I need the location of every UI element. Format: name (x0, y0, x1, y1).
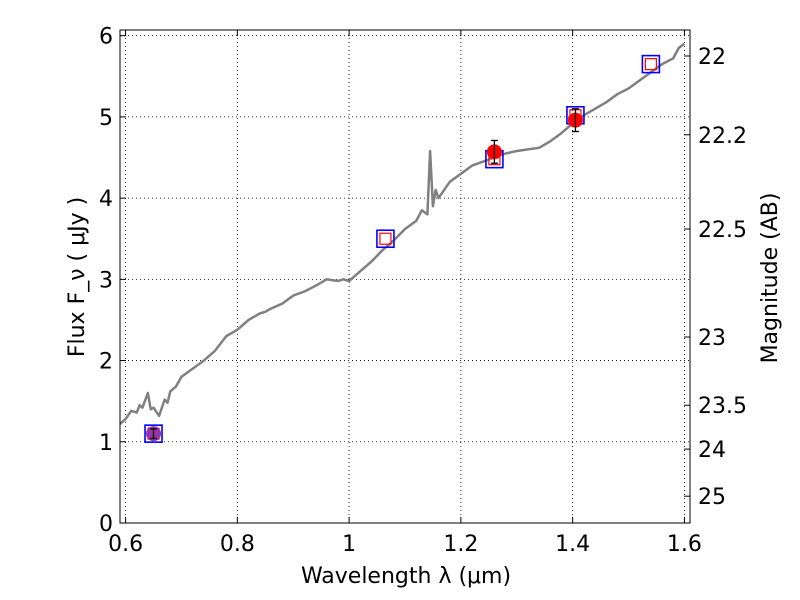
right-tick-label: 25 (698, 485, 726, 510)
right-tick-label: 22.2 (698, 124, 747, 149)
x-tick-label: 1.4 (555, 532, 590, 557)
model-band-square-inner (379, 232, 392, 245)
y-axis: 0 1 2 3 4 5 6 (99, 25, 126, 537)
model-band-square (376, 229, 395, 249)
y-tick-label: 0 (99, 512, 113, 537)
photometry-series (146, 108, 583, 442)
x-axis: 0.6 0.8 1 1.2 1.4 1.6 (108, 30, 702, 557)
spectrum-line (119, 42, 686, 425)
y-tick-label: 5 (99, 106, 113, 131)
y-axis-label: Flux F_ν ( μJy ) (65, 197, 90, 357)
x-tick-label: 1 (342, 532, 356, 557)
right-axis: 22 22.2 22.5 23 23.5 24 25 (684, 45, 747, 510)
right-axis-label: Magnitude (AB) (758, 193, 783, 364)
model-band-square-inner (644, 58, 657, 71)
y-tick-label: 6 (99, 25, 113, 50)
x-tick-label: 1.2 (443, 532, 478, 557)
y-tick-label: 4 (99, 187, 113, 212)
x-axis-label: Wavelength λ (μm) (301, 564, 511, 589)
spectrum-series (119, 42, 686, 425)
model-band-series (144, 54, 661, 443)
x-tick-label: 0.6 (108, 532, 143, 557)
plot-frame (119, 29, 691, 524)
y-tick-label: 1 (99, 431, 113, 456)
right-tick-label: 23 (698, 326, 726, 351)
right-tick-label: 23.5 (698, 394, 747, 419)
model-band-square (641, 54, 661, 74)
right-tick-label: 24 (698, 438, 726, 463)
y-tick-label: 3 (99, 268, 113, 293)
right-tick-label: 22.5 (698, 218, 747, 243)
right-tick-label: 22 (698, 45, 726, 70)
x-tick-label: 0.8 (220, 532, 255, 557)
y-tick-label: 2 (99, 350, 113, 375)
model-band-square (144, 424, 163, 443)
x-tick-label: 1.6 (667, 532, 702, 557)
